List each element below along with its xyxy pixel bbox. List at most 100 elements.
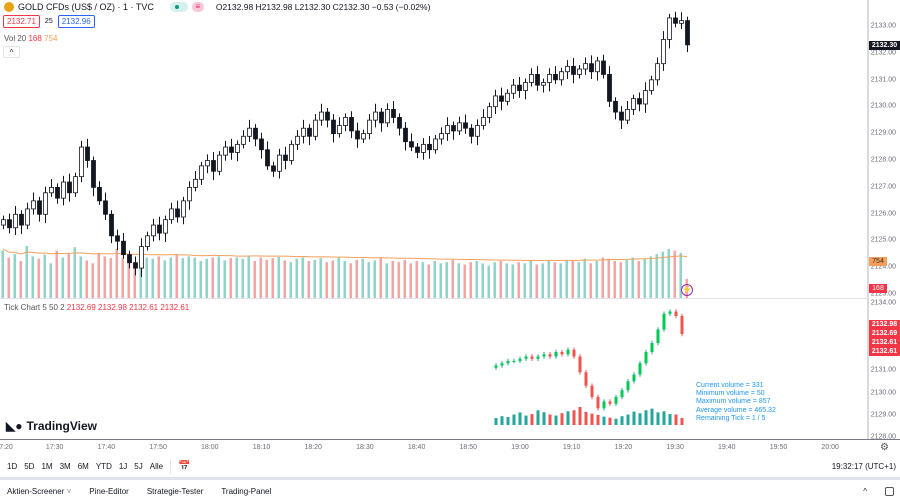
volume-bar: [163, 260, 166, 298]
volume-bar: [19, 261, 22, 298]
lower-price-tag: 2132.61: [869, 347, 900, 356]
tab-pine-editor[interactable]: Pine-Editor: [89, 486, 129, 496]
volume-label: Vol 20: [4, 34, 27, 43]
tick-volume-bar: [584, 411, 588, 425]
volume-bar: [289, 262, 292, 298]
volume-bar: [229, 258, 232, 298]
time-axis-label: 18:20: [304, 444, 322, 451]
price-axis-label: 2132.00: [870, 49, 896, 57]
range-toolbar: 1D 5D 1M 3M 6M YTD 1J 5J Alle 📅 19:32:17 (UTC+1): [0, 456, 900, 480]
candle: [481, 117, 486, 126]
time-axis-label: 18:10: [252, 444, 271, 451]
volume-bar: [517, 262, 520, 298]
range-5j[interactable]: 5J: [134, 462, 143, 471]
price-chart[interactable]: [0, 0, 900, 440]
tab-trading-panel[interactable]: Trading-Panel: [221, 486, 272, 496]
volume-bar: [145, 257, 148, 298]
tick-candle: [668, 311, 672, 314]
goto-date-icon[interactable]: 📅: [178, 461, 191, 472]
lower-price-tag: 2132.69: [869, 329, 900, 338]
candle: [529, 74, 534, 83]
volume-bar: [181, 258, 184, 298]
chevron-up-icon[interactable]: ^: [863, 486, 867, 496]
symbol-title[interactable]: GOLD CFDs (US$ / OZ) · 1 · TVC: [18, 2, 154, 12]
volume-bar: [121, 257, 124, 298]
time-axis-label: 19:10: [562, 444, 581, 451]
candle: [373, 111, 378, 121]
volume-bar: [151, 258, 154, 298]
tick-candle: [494, 365, 498, 368]
tick-candle: [542, 354, 546, 357]
range-1j[interactable]: 1J: [118, 462, 128, 471]
candle: [211, 160, 216, 172]
tick-value: 2132.98: [98, 303, 127, 312]
range-ytd[interactable]: YTD: [95, 462, 112, 471]
tick-volume-bar: [596, 414, 600, 425]
tick-candle: [530, 356, 534, 359]
range-1m[interactable]: 1M: [41, 462, 53, 471]
range-3m[interactable]: 3M: [59, 462, 71, 471]
volume-bar: [259, 257, 262, 298]
candle: [361, 133, 366, 140]
volume-bar: [481, 263, 484, 298]
range-5d[interactable]: 5D: [24, 462, 35, 471]
volume-bar: [511, 264, 514, 298]
volume-bar: [271, 258, 274, 298]
tick-candle: [644, 352, 648, 364]
volume-bar: [73, 247, 76, 298]
lower-axis-label: 2129.00: [870, 411, 896, 419]
candle: [523, 82, 528, 91]
range-1d[interactable]: 1D: [7, 462, 18, 471]
time-axis-label: 20:00: [821, 444, 839, 451]
tab-strategie-tester[interactable]: Strategie-Tester: [146, 486, 204, 496]
candle: [457, 122, 462, 132]
volume-bar: [403, 259, 406, 298]
volume-bar: [541, 263, 544, 298]
time-axis-label: 19:00: [511, 444, 529, 451]
volume-bar: [313, 259, 316, 298]
time-axis-label: 19:50: [769, 444, 788, 451]
buy-price-button[interactable]: 2132.96: [57, 15, 95, 28]
volume-bar: [637, 261, 640, 298]
tick-volume-bar: [572, 410, 576, 425]
volume-bar: [199, 261, 202, 298]
price-axis-label: 2128.00: [870, 156, 896, 164]
volume-bar: [1, 250, 4, 298]
price-axis-label: 2127.00: [870, 183, 896, 191]
candle: [673, 17, 678, 24]
volume-bar: [601, 257, 604, 298]
candle: [217, 154, 222, 172]
price-axis-label: 2131.00: [870, 76, 896, 84]
tick-chart-label[interactable]: Tick Chart 5 50 2: [4, 303, 65, 312]
tab-aktien-screener[interactable]: Aktien-Screener ˅: [7, 486, 72, 496]
tick-volume-bar: [620, 416, 624, 425]
volume-bar: [211, 257, 214, 298]
volume-bar: [613, 261, 616, 298]
lower-axis-label: 2128.00: [870, 433, 896, 441]
candle: [613, 100, 618, 113]
range-6m[interactable]: 6M: [77, 462, 89, 471]
tick-candle: [590, 385, 594, 397]
clock[interactable]: 19:32:17 (UTC+1): [831, 462, 896, 471]
range-alle[interactable]: Alle: [149, 462, 164, 471]
volume-bar: [25, 246, 28, 298]
volume-bar: [577, 262, 580, 298]
info-line: Average volume = 465.32: [696, 406, 776, 414]
volume-bar: [157, 256, 160, 298]
tick-candle: [638, 363, 642, 375]
candle: [67, 181, 72, 194]
volume-bar: [397, 262, 400, 298]
collapse-legend-button[interactable]: ^: [3, 46, 20, 58]
volume-bar: [583, 258, 586, 298]
candle: [295, 135, 300, 145]
tick-candle: [596, 397, 600, 409]
maximize-icon[interactable]: [885, 486, 894, 496]
settings-icon[interactable]: ⚙: [880, 442, 889, 453]
volume-bar: [343, 261, 346, 298]
volume-bar: [103, 256, 106, 298]
candle: [169, 208, 174, 221]
lightning-icon[interactable]: ⚡: [681, 284, 693, 296]
sell-price-button[interactable]: 2132.71: [3, 15, 40, 28]
volume-bar: [631, 257, 634, 298]
candle: [607, 74, 612, 102]
